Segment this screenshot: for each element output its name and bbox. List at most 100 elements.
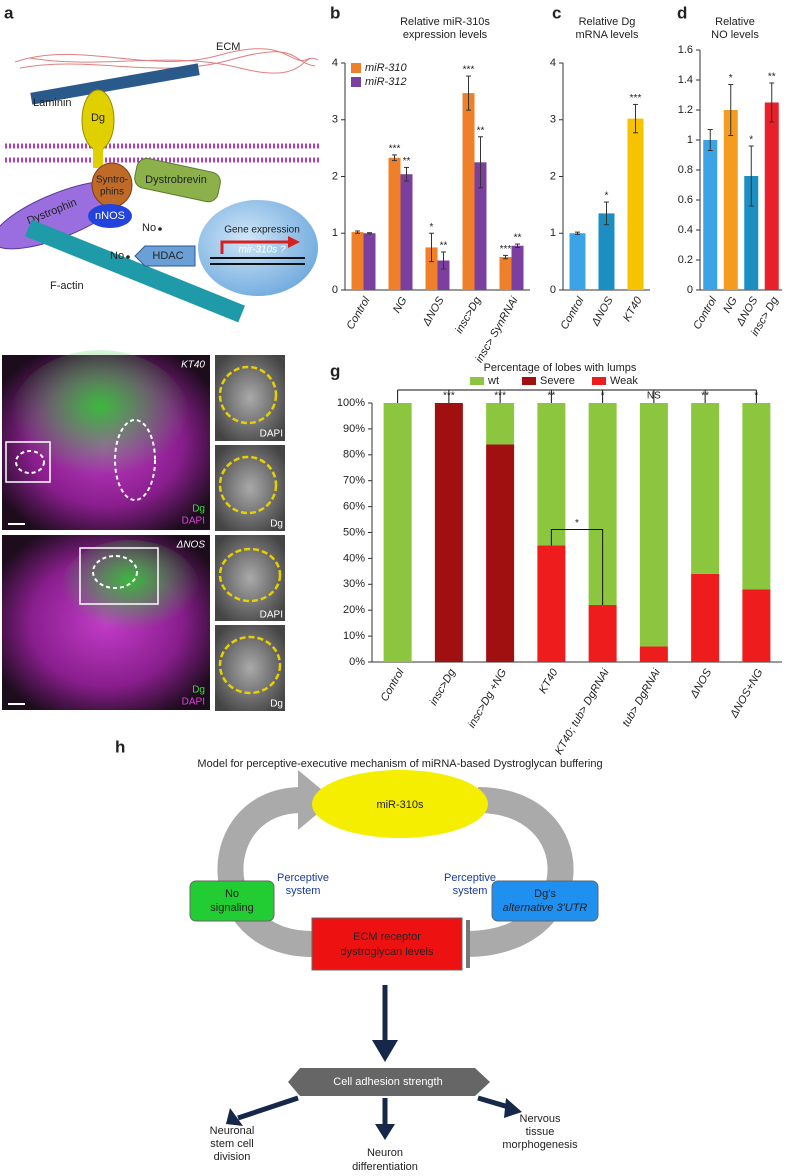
- label: Laminin: [33, 97, 72, 109]
- arrowhead: [288, 236, 300, 248]
- label: No: [142, 222, 156, 234]
- bar: [499, 257, 512, 290]
- x-tick-label: ΔNOS+NG: [728, 667, 766, 721]
- significance: ***: [630, 93, 642, 104]
- panel-f: ΔNOS Dg DAPI DAPI Dg: [2, 535, 285, 711]
- y-tick-label: 90%: [343, 423, 365, 435]
- y-tick-label: 1: [687, 134, 693, 146]
- legend-swatch: [351, 77, 361, 87]
- y-tick-label: 0%: [349, 656, 365, 668]
- y-tick-label: 10%: [343, 630, 365, 642]
- legend-label: miR-310: [365, 62, 407, 74]
- bar-segment: [742, 589, 771, 662]
- zoom-box: [5, 441, 51, 483]
- significance: *: [605, 191, 609, 202]
- genotype: ΔNOS: [176, 540, 206, 551]
- label: Syntro-: [96, 175, 128, 186]
- chart-title: Percentage of lobes with lumps: [484, 362, 637, 374]
- bar: [569, 233, 586, 290]
- y-tick-label: 1: [332, 227, 338, 239]
- significance: *: [430, 222, 434, 233]
- y-tick-label: 80%: [343, 449, 365, 461]
- y-tick-label: 0: [687, 284, 693, 296]
- x-tick-label: insc>Dg +NG: [466, 667, 510, 731]
- bar: [425, 247, 438, 290]
- significance: ***: [500, 244, 512, 255]
- bar-segment: [588, 605, 617, 662]
- bar-segment: [742, 403, 771, 590]
- y-tick-label: 1.6: [678, 44, 693, 56]
- bar: [388, 157, 401, 290]
- label: F-actin: [50, 280, 84, 292]
- bar-segment: [537, 545, 566, 662]
- bar: [744, 176, 759, 290]
- x-tick-label: ΔNOS: [420, 294, 447, 328]
- lump-outline: [15, 450, 45, 474]
- y-tick-label: 1: [550, 227, 556, 239]
- node-label: dystroglycan levels: [341, 946, 434, 958]
- hdac: [134, 245, 196, 267]
- genotype: KT40: [181, 360, 205, 371]
- bar: [511, 245, 524, 290]
- x-tick-label: Control: [344, 294, 372, 331]
- bar-segment: [486, 403, 515, 445]
- chart-title: NO levels: [711, 29, 759, 41]
- y-tick-label: 40%: [343, 552, 365, 564]
- legend-label: wt: [487, 375, 499, 387]
- dystrobrevin: [134, 157, 221, 203]
- lump-outline: [218, 365, 278, 425]
- outcome: Neuronal: [210, 1125, 255, 1137]
- arrowhead: [226, 1108, 243, 1126]
- inset: [215, 625, 285, 711]
- y-tick-label: 3: [332, 114, 338, 126]
- ecm-receptor-node: [311, 917, 463, 971]
- y-tick-label: 3: [550, 114, 556, 126]
- bar-segment: [691, 573, 720, 662]
- inset-label: DAPI: [260, 429, 283, 440]
- legend-swatch: [592, 377, 606, 385]
- outcome: stem cell: [210, 1138, 253, 1150]
- label: HDAC: [152, 250, 183, 262]
- outcome: Nervous: [520, 1113, 561, 1125]
- panel-e: KT40 Dg DAPI DAPI Dg: [2, 350, 285, 531]
- y-tick-label: 0: [550, 284, 556, 296]
- bar: [351, 232, 364, 290]
- outcome: tissue: [526, 1126, 555, 1138]
- label: phins: [100, 187, 124, 198]
- legend-swatch: [351, 63, 361, 73]
- significance: *: [575, 518, 579, 529]
- legend-label: miR-312: [365, 76, 407, 88]
- arrow: [220, 240, 290, 254]
- f-actin: [25, 219, 245, 323]
- label: Dystrobrevin: [145, 174, 207, 186]
- ecm-fiber: [19, 51, 316, 69]
- chart-title: Relative miR-310s: [400, 16, 490, 28]
- bar: [400, 174, 413, 290]
- y-tick-label: 50%: [343, 526, 365, 538]
- x-tick-label: KT40: [621, 294, 645, 324]
- y-tick-label: 2: [550, 170, 556, 182]
- bar-segment: [486, 444, 515, 662]
- chart-title: expression levels: [403, 29, 488, 41]
- laminin: [30, 63, 200, 105]
- arrowhead: [504, 1098, 522, 1118]
- label: No: [110, 250, 124, 262]
- x-tick-label: insc>Dg: [428, 666, 459, 707]
- stain-label: Dg: [192, 504, 205, 515]
- x-tick-label: Control: [558, 294, 586, 331]
- y-tick-label: 1.4: [678, 74, 693, 86]
- bar-segment: [639, 403, 668, 647]
- y-tick-label: 0: [332, 284, 338, 296]
- lump-outline: [92, 555, 138, 589]
- dg-stain: [60, 540, 200, 640]
- stain-label: DAPI: [182, 516, 205, 527]
- legend-label: Weak: [610, 375, 638, 387]
- chart-title: mRNA levels: [576, 29, 639, 41]
- bar: [437, 260, 450, 290]
- legend-label: Severe: [540, 375, 575, 387]
- label: nNOS: [95, 210, 125, 222]
- panel-letter: c: [552, 3, 561, 22]
- outcome: division: [214, 1151, 251, 1163]
- x-tick-label: KT40: [537, 666, 561, 696]
